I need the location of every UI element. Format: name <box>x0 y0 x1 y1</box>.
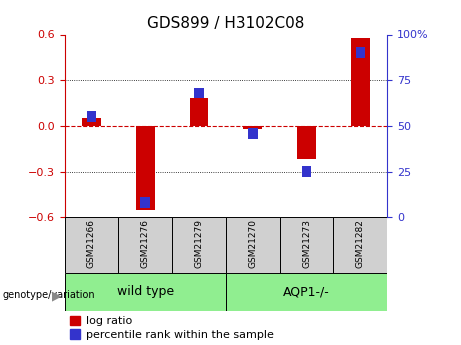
Bar <box>243 126 262 129</box>
Bar <box>65 273 226 310</box>
Bar <box>280 217 333 273</box>
Bar <box>118 217 172 273</box>
Bar <box>172 217 226 273</box>
Bar <box>140 197 150 208</box>
Bar <box>333 217 387 273</box>
Text: genotype/variation: genotype/variation <box>2 290 95 300</box>
Text: GSM21282: GSM21282 <box>356 219 365 268</box>
Bar <box>297 126 316 159</box>
Bar <box>226 217 280 273</box>
Bar <box>65 217 118 273</box>
Bar <box>248 128 258 139</box>
Text: GSM21270: GSM21270 <box>248 219 257 268</box>
Text: wild type: wild type <box>117 285 174 298</box>
Bar <box>351 38 370 126</box>
Bar <box>355 48 365 58</box>
Bar <box>82 118 101 126</box>
Text: AQP1-/-: AQP1-/- <box>283 285 330 298</box>
Bar <box>87 111 96 122</box>
Bar <box>226 273 387 310</box>
Text: GSM21273: GSM21273 <box>302 219 311 268</box>
Text: ▶: ▶ <box>52 289 61 302</box>
Text: GSM21266: GSM21266 <box>87 219 96 268</box>
Text: GSM21276: GSM21276 <box>141 219 150 268</box>
Text: GSM21279: GSM21279 <box>195 219 203 268</box>
Legend: log ratio, percentile rank within the sample: log ratio, percentile rank within the sa… <box>70 316 273 340</box>
Title: GDS899 / H3102C08: GDS899 / H3102C08 <box>147 16 305 31</box>
Bar <box>194 88 204 98</box>
Bar <box>136 126 154 210</box>
Bar <box>189 99 208 126</box>
Bar <box>301 166 311 177</box>
